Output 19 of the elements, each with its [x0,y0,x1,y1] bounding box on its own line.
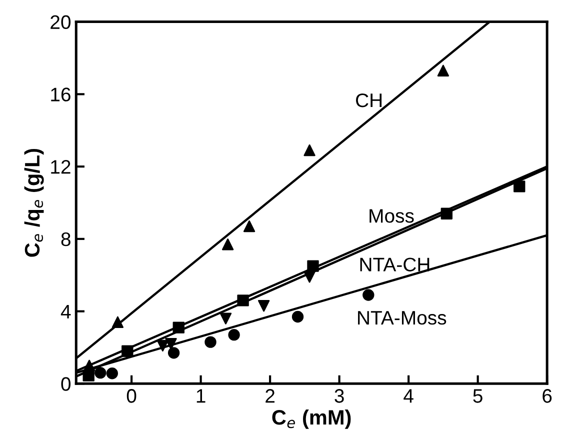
series-label: NTA-Moss [358,311,446,325]
x-axis-title: C$_{e}$ (mM) [272,409,351,429]
x-tick-label: 3 [334,389,344,403]
x-tick-label: 5 [473,389,482,403]
y-tick-label: 12 [51,160,70,174]
x-tick-label: 1 [196,389,206,403]
series-label: CH [356,93,382,108]
series-label: NTA-CH [360,258,430,272]
x-tick-label: 4 [404,389,414,403]
x-tick-label: 2 [266,389,274,403]
x-tick-label: 0 [126,389,136,403]
x-tick-label: 6 [542,389,552,403]
y-tick-label: 20 [50,15,71,30]
y-tick-label: 4 [60,304,71,318]
y-tick-label: 0 [61,377,71,391]
y-tick-label: 8 [61,232,70,246]
y-tick-label: 16 [51,88,70,102]
series-label: Moss [370,209,414,223]
y-axis-title: C$_{e}$ /q$_{e}$ (g/L) [24,148,44,257]
